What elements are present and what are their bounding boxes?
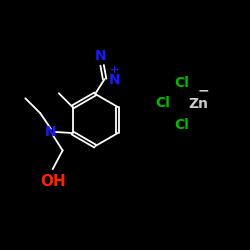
Text: OH: OH [40,174,66,188]
Text: −: − [198,83,209,97]
Text: Cl: Cl [175,118,190,132]
Text: Zn: Zn [188,97,208,111]
Text: +: + [110,65,119,75]
Text: N: N [95,49,107,63]
Text: N: N [109,72,121,86]
Text: N: N [45,125,57,139]
Text: Cl: Cl [175,76,190,90]
Text: Cl: Cl [155,96,170,110]
